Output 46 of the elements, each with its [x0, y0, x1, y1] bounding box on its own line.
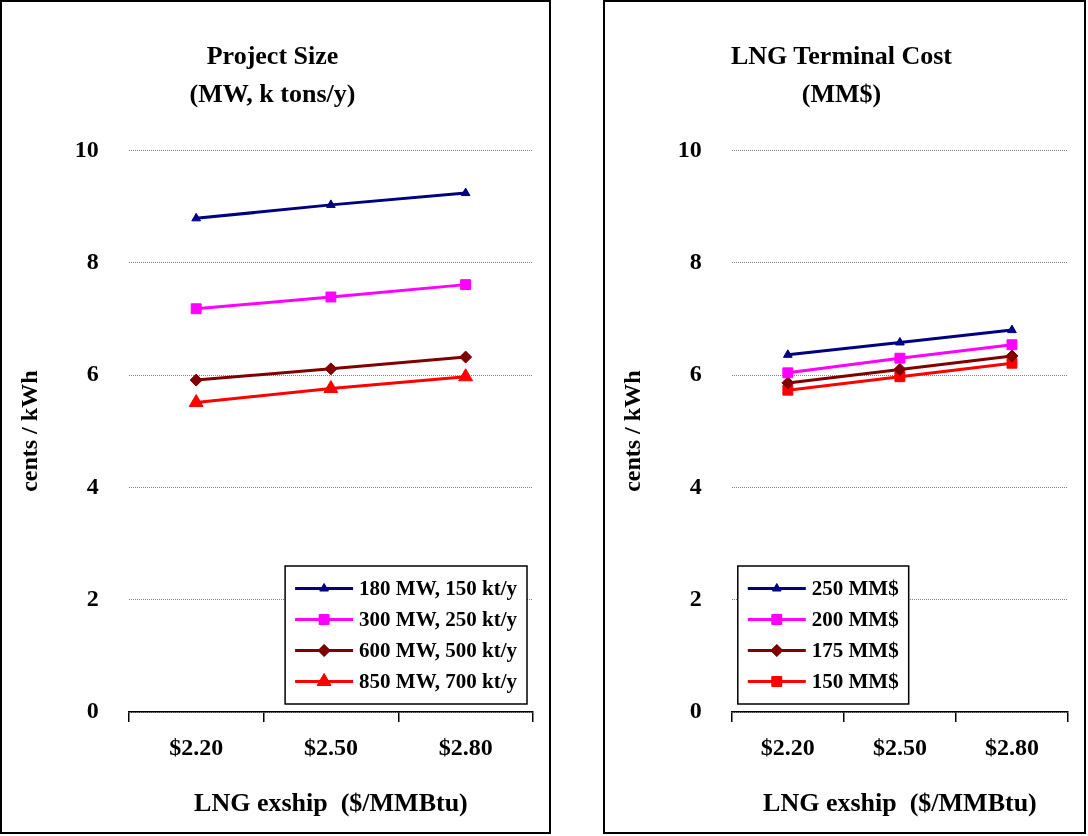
- y-tick-label: 6: [86, 360, 99, 387]
- point: [324, 362, 338, 376]
- point: [190, 303, 202, 315]
- y-tick-label: 0: [86, 697, 99, 724]
- y-axis-title: cents / kWh: [15, 370, 42, 492]
- x-tick-label: $2.80: [984, 733, 1039, 760]
- x-tick-label: $2.20: [760, 733, 815, 760]
- point: [323, 380, 339, 394]
- legend-label: 180 MW, 150 kt/y: [359, 575, 518, 600]
- chart-title: Project Size: [206, 41, 339, 71]
- y-tick-label: 4: [689, 472, 702, 499]
- y-tick-label: 2: [689, 584, 702, 611]
- y-tick-label: 4: [86, 472, 99, 499]
- y-tick-label: 8: [86, 247, 99, 274]
- legend-label: 175 MM$: [811, 637, 899, 662]
- y-tick-label: 0: [689, 697, 702, 724]
- chart-subtitle: (MW, k tons/y): [189, 78, 356, 108]
- legend-label: 150 MM$: [811, 668, 899, 693]
- point: [460, 187, 471, 197]
- legend-label: 250 MM$: [811, 575, 899, 600]
- chart-title: LNG Terminal Cost: [730, 41, 953, 71]
- legend-label: 300 MW, 250 kt/y: [359, 606, 518, 631]
- point: [458, 368, 474, 382]
- x-tick-label: $2.50: [872, 733, 927, 760]
- point: [325, 291, 337, 303]
- x-axis-title: LNG exship ($/MMBtu): [194, 788, 468, 818]
- point: [188, 394, 204, 408]
- legend-label: 600 MW, 500 kt/y: [359, 637, 518, 662]
- y-tick-label: 6: [689, 360, 702, 387]
- legend-label: 200 MM$: [811, 606, 899, 631]
- y-axis-title: cents / kWh: [618, 370, 645, 492]
- point: [326, 199, 336, 208]
- legend-label: 850 MW, 700 kt/y: [359, 668, 518, 693]
- x-tick-label: $2.80: [438, 733, 493, 760]
- y-tick-label: 2: [86, 584, 99, 611]
- point: [459, 350, 473, 364]
- y-tick-label: 8: [689, 247, 702, 274]
- point: [460, 279, 472, 291]
- y-tick-label: 10: [677, 135, 702, 162]
- y-tick-label: 10: [74, 135, 99, 162]
- x-axis-title: LNG exship ($/MMBtu): [763, 788, 1037, 818]
- point: [189, 373, 203, 387]
- point: [191, 212, 201, 222]
- x-tick-label: $2.20: [169, 733, 224, 760]
- chart-subtitle: (MM$): [801, 78, 882, 108]
- x-tick-label: $2.50: [303, 733, 358, 760]
